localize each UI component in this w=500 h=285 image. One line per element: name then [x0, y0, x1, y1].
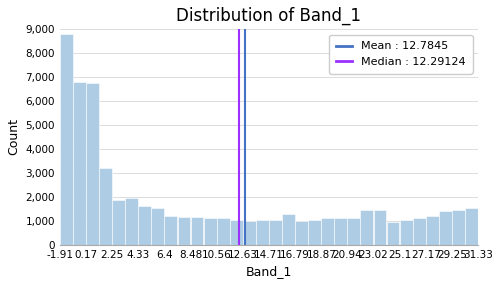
Bar — [256, 219, 268, 245]
Bar — [295, 221, 308, 245]
Bar — [426, 216, 438, 245]
Bar — [452, 210, 465, 245]
Bar — [178, 217, 190, 245]
Bar — [308, 219, 321, 245]
Bar — [230, 219, 242, 245]
Bar — [243, 221, 256, 245]
Bar — [412, 218, 426, 245]
Bar — [73, 82, 86, 245]
Bar — [269, 219, 282, 245]
Bar — [322, 218, 334, 245]
Bar — [217, 218, 230, 245]
Bar — [348, 218, 360, 245]
Bar — [164, 216, 177, 245]
Bar — [386, 222, 400, 245]
Y-axis label: Count: Count — [7, 119, 20, 155]
Bar — [112, 200, 125, 245]
Bar — [60, 34, 72, 245]
Bar — [126, 198, 138, 245]
Bar — [86, 83, 99, 245]
Title: Distribution of Band_1: Distribution of Band_1 — [176, 7, 362, 25]
Bar — [138, 206, 151, 245]
Bar — [204, 218, 216, 245]
Legend: Mean : 12.7845, Median : 12.29124: Mean : 12.7845, Median : 12.29124 — [329, 35, 472, 74]
Bar — [360, 210, 374, 245]
Bar — [400, 219, 412, 245]
Bar — [374, 210, 386, 245]
Bar — [439, 211, 452, 245]
X-axis label: Band_1: Band_1 — [246, 265, 292, 278]
Bar — [152, 207, 164, 245]
Bar — [465, 207, 478, 245]
Bar — [190, 217, 203, 245]
Bar — [334, 218, 347, 245]
Bar — [99, 168, 112, 245]
Bar — [282, 213, 295, 245]
